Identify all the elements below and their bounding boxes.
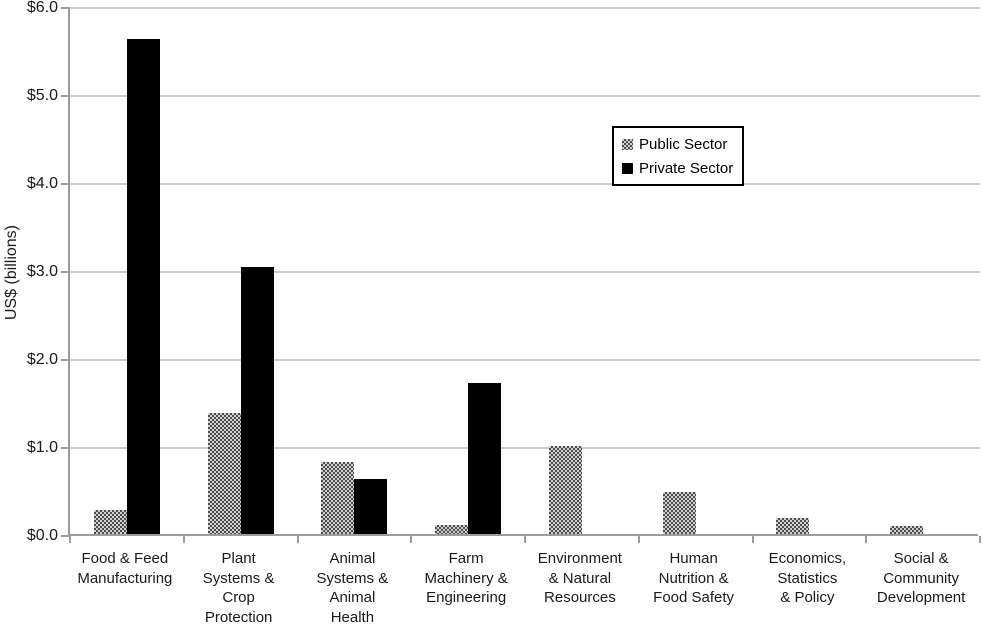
x-axis-category-label: Human Nutrition & Food Safety: [653, 550, 735, 606]
y-axis-tick: [61, 95, 70, 97]
legend-item-private-sector: Private Sector: [622, 156, 736, 180]
y-axis-tick: [61, 183, 70, 185]
x-axis-category-label: Farm Machinery & Engineering: [424, 550, 508, 606]
gridline: [70, 271, 980, 273]
bar-private-sector-1: [240, 267, 274, 534]
gridline: [70, 447, 980, 449]
legend-item-public-sector: Public Sector: [622, 132, 736, 156]
y-axis-tick-label: $2.0: [26, 351, 58, 368]
bar-public-sector-2: [321, 461, 355, 534]
x-axis-tick: [296, 536, 299, 543]
y-axis-tick-label: $6.0: [26, 0, 58, 16]
y-axis-tick-label: $5.0: [26, 87, 58, 104]
bar-public-sector-1: [207, 412, 241, 534]
solid-square-icon: [622, 162, 633, 174]
y-axis-tick: [61, 447, 70, 449]
y-axis-tick-label: $3.0: [26, 263, 58, 280]
y-axis-tick: [61, 535, 70, 537]
gridline: [70, 359, 980, 361]
bar-public-sector-7: [890, 526, 924, 534]
x-axis-tick: [524, 536, 526, 543]
bar-private-sector-2: [354, 479, 388, 534]
checker-square-icon: [622, 138, 633, 150]
y-axis-tick: [61, 359, 70, 361]
plot-area: [61, 7, 981, 543]
y-axis-tick-label: $4.0: [26, 175, 58, 192]
x-axis-category-label: Economics, Statistics & Policy: [768, 550, 847, 606]
x-axis-tick: [979, 536, 981, 543]
bar-public-sector-5: [662, 491, 696, 534]
bar-private-sector-0: [126, 39, 160, 534]
x-axis-category-label: Animal Systems & Animal Health: [316, 550, 389, 626]
legend: Public Sector Private Sector: [612, 126, 744, 186]
y-axis-tick: [61, 7, 70, 9]
x-axis-category-label: Plant Systems & Crop Protection: [202, 550, 275, 626]
x-axis-tick: [637, 536, 640, 543]
bar-private-sector-3: [468, 382, 502, 534]
x-axis-category-label: Food & Feed Manufacturing: [77, 550, 173, 587]
legend-label: Private Sector: [639, 159, 734, 177]
bar-public-sector-0: [93, 510, 127, 534]
gridline: [70, 7, 980, 9]
y-axis-tick: [61, 271, 70, 273]
x-axis-category-label: Social & Community Development: [876, 550, 966, 606]
gridline: [70, 183, 980, 185]
bar-public-sector-6: [776, 518, 810, 534]
x-axis-labels: Food & Feed Manufacturing Plant Systems &…: [68, 545, 978, 627]
x-axis-tick: [751, 536, 754, 543]
x-axis-tick: [865, 536, 868, 543]
x-axis-tick: [69, 536, 71, 543]
x-axis-category-label: Environment & Natural Resources: [537, 550, 622, 606]
y-axis-tick-label: $1.0: [26, 439, 58, 456]
bar-public-sector-4: [548, 446, 582, 534]
y-axis-tick-label: $0.0: [26, 527, 58, 544]
legend-label: Public Sector: [639, 135, 728, 153]
x-axis-tick: [410, 536, 413, 543]
bar-public-sector-3: [435, 525, 469, 534]
x-axis-tick: [182, 536, 185, 543]
gridline: [70, 95, 980, 97]
